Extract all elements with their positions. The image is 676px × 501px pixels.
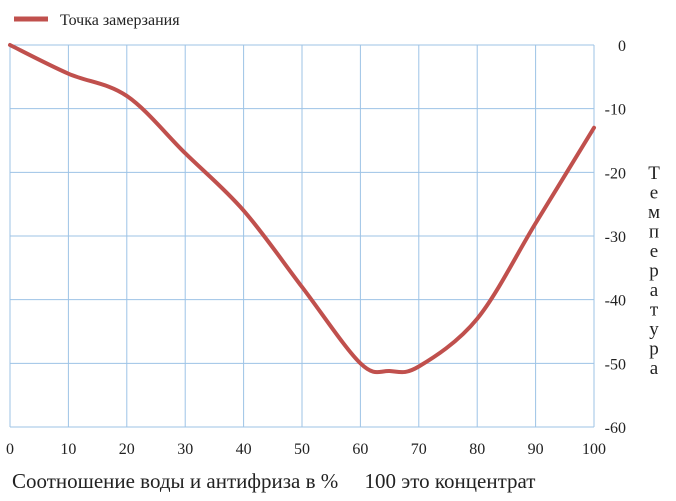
y-axis-label-char-3: п bbox=[649, 222, 659, 243]
x-tick-label-8: 80 bbox=[469, 441, 485, 458]
x-tick-label-9: 90 bbox=[528, 441, 544, 458]
y-tick-label-4: -40 bbox=[605, 293, 626, 310]
x-tick-label-7: 70 bbox=[411, 441, 427, 458]
y-tick-label-5: -50 bbox=[605, 356, 626, 373]
x-tick-label-6: 60 bbox=[352, 441, 368, 458]
x-tick-label-2: 20 bbox=[119, 441, 135, 458]
x-tick-label-1: 10 bbox=[60, 441, 76, 458]
y-axis-label-char-2: м bbox=[648, 202, 660, 223]
y-tick-label-2: -20 bbox=[605, 165, 626, 182]
x-axis-label: Соотношение воды и антифриза в % 100 это… bbox=[12, 469, 535, 493]
x-tick-label-5: 50 bbox=[294, 441, 310, 458]
y-tick-label-1: -10 bbox=[605, 102, 626, 119]
y-axis-label-char-4: е bbox=[650, 241, 658, 262]
y-axis-label-char-10: а bbox=[650, 358, 659, 379]
y-axis-label-char-7: т bbox=[650, 300, 659, 321]
legend-label: Точка замерзания bbox=[60, 12, 180, 29]
y-axis-label-char-0: Т bbox=[648, 163, 660, 184]
x-tick-labels: 0 10 20 30 40 50 60 70 80 90 100 bbox=[6, 441, 606, 458]
series-line-0 bbox=[8, 43, 596, 375]
y-tick-label-6: -60 bbox=[605, 420, 626, 437]
y-axis-label-char-6: а bbox=[650, 280, 659, 301]
x-tick-label-3: 30 bbox=[177, 441, 193, 458]
x-tick-label-0: 0 bbox=[6, 441, 14, 458]
y-tick-label-0: 0 bbox=[618, 38, 626, 55]
y-tick-labels: 0 -10 -20 -30 -40 -50 -60 bbox=[605, 38, 626, 437]
y-axis-label-char-8: у bbox=[649, 319, 659, 340]
x-tick-label-4: 40 bbox=[236, 441, 252, 458]
y-axis-label-char-9: р bbox=[649, 339, 659, 360]
series-layer bbox=[8, 43, 596, 375]
grid bbox=[9, 44, 595, 428]
legend: Точка замерзания bbox=[14, 12, 180, 29]
y-tick-label-3: -30 bbox=[605, 229, 626, 246]
y-axis-label-char-5: р bbox=[649, 261, 659, 282]
x-tick-label-10: 100 bbox=[582, 441, 606, 458]
y-axis-label-char-1: е bbox=[650, 183, 658, 204]
